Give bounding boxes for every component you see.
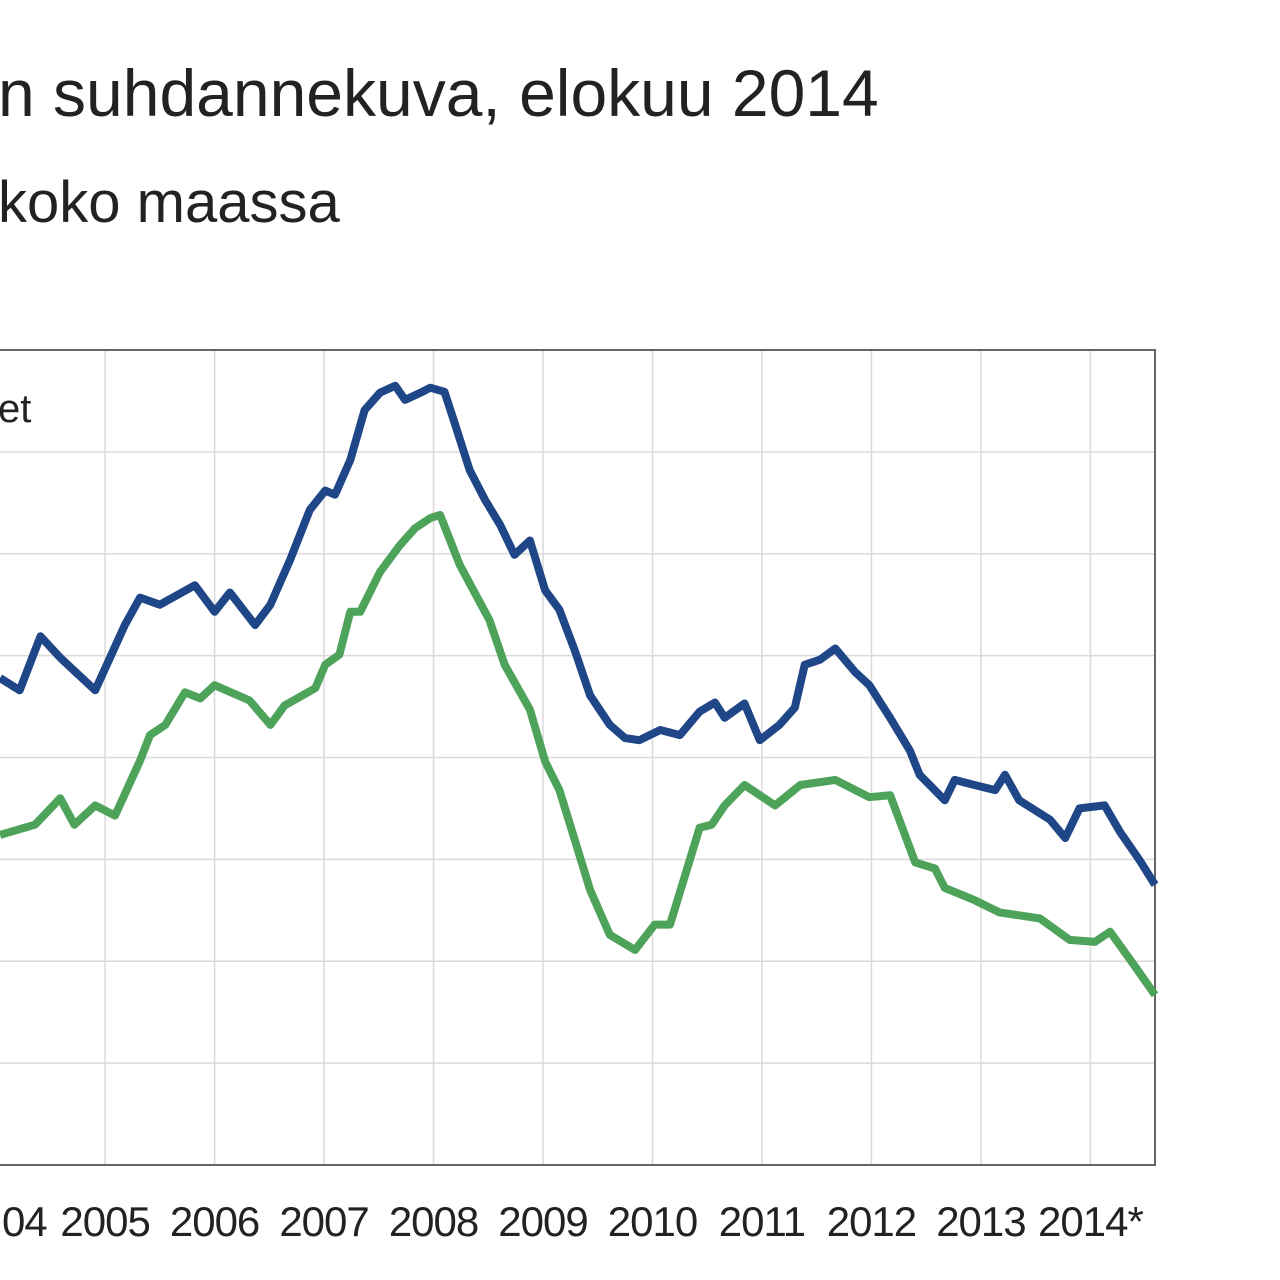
x-tick-label: 2005 xyxy=(60,1198,149,1245)
x-tick-label: 2007 xyxy=(279,1198,368,1245)
series-line xyxy=(0,511,1159,998)
x-tick-label: 2010 xyxy=(608,1198,697,1245)
legend-label: et xyxy=(0,387,31,431)
x-tick-label: 2014* xyxy=(1038,1198,1143,1245)
chart-title: n suhdannekuva, elokuu 2014 xyxy=(0,56,879,130)
x-tick-label: 04 xyxy=(2,1198,47,1245)
x-tick-label: 2012 xyxy=(827,1198,916,1245)
chart-subtitle: koko maassa xyxy=(0,170,340,235)
plot-border xyxy=(0,349,1156,1166)
x-tick-label: 2009 xyxy=(498,1198,587,1245)
x-tick-label: 2006 xyxy=(170,1198,259,1245)
x-tick-label: 2011 xyxy=(719,1198,805,1245)
x-tick-label: 2008 xyxy=(389,1198,478,1245)
x-tick-label: 2013 xyxy=(936,1198,1025,1245)
series-line xyxy=(0,381,1159,887)
